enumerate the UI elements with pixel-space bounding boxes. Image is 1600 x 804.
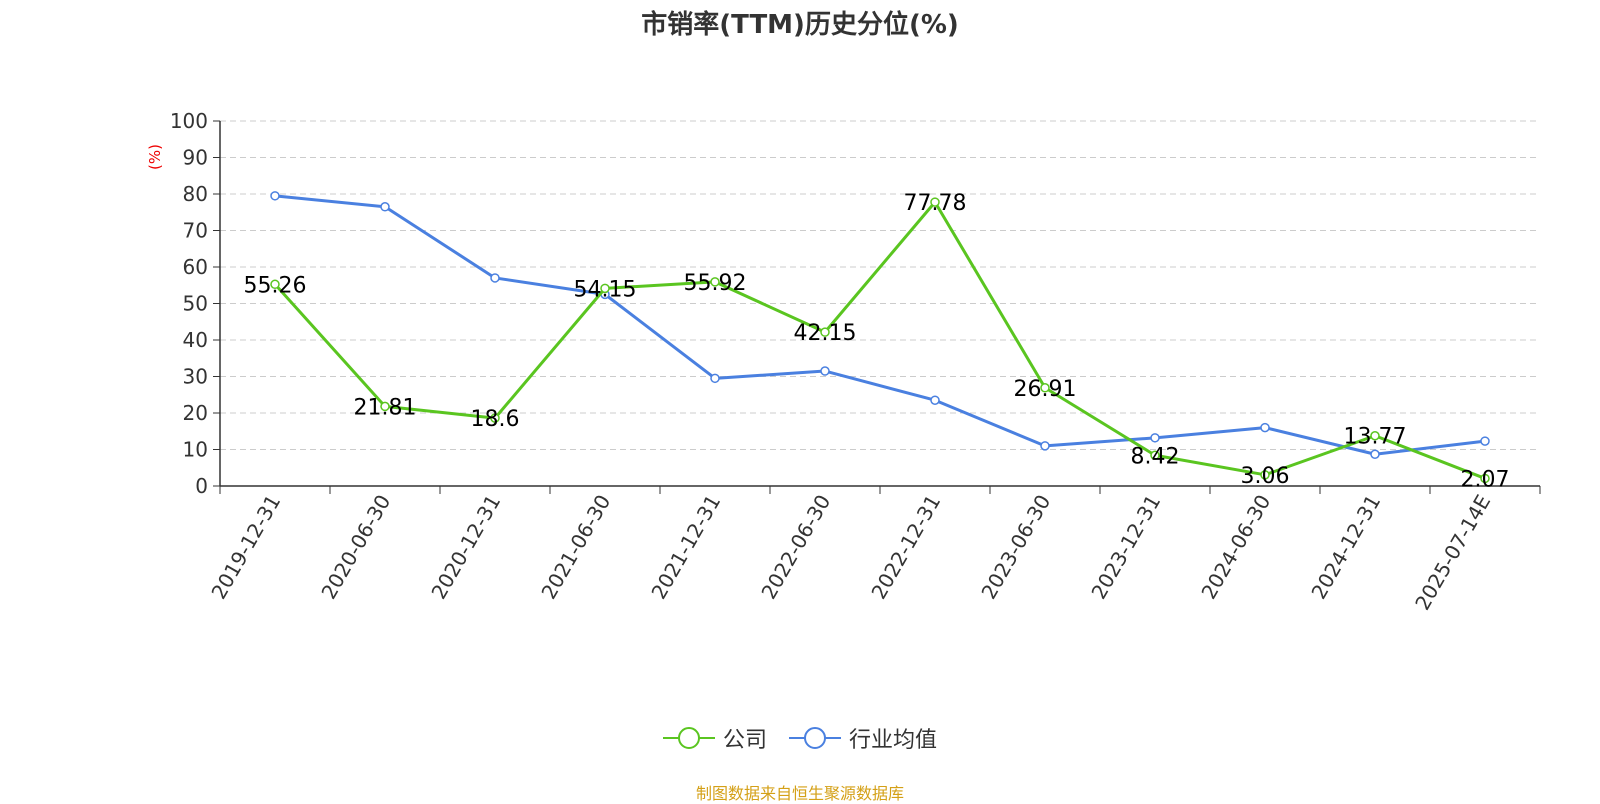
data-label: 13.77 — [1344, 425, 1407, 450]
legend: 公司 行业均值 — [0, 722, 1600, 754]
data-label: 21.81 — [354, 395, 417, 420]
data-point-company — [930, 197, 940, 207]
data-point-company — [1040, 383, 1050, 393]
data-label: 18.6 — [471, 407, 520, 432]
tick-labels: 0 10 20 30 40 50 60 70 80 90 100 2019-12-31 2020-06-… — [170, 109, 1496, 614]
legend-item-company[interactable]: 公司 — [662, 722, 767, 754]
y-tick-label: 0 — [195, 474, 208, 498]
x-tick-label: 2021-06-30 — [536, 491, 615, 604]
y-tick-label: 60 — [183, 255, 208, 279]
x-tick-label: 2020-06-30 — [316, 491, 395, 604]
legend-label-industry: 行业均值 — [849, 728, 938, 753]
y-tick-label: 50 — [183, 292, 208, 316]
data-point-company — [820, 327, 830, 337]
legend-label-company: 公司 — [722, 728, 767, 753]
y-tick-label: 10 — [183, 438, 208, 462]
data-point-industry — [1260, 422, 1270, 433]
data-label: 26.91 — [1014, 377, 1077, 402]
data-label: 8.42 — [1131, 444, 1180, 469]
y-axis-label: (%) — [146, 144, 164, 170]
data-point-industry — [1150, 433, 1160, 443]
series-lines — [270, 191, 1490, 484]
series-line-industry — [274, 194, 1486, 456]
data-point-company — [600, 283, 610, 294]
axes — [213, 120, 1541, 494]
y-tick-label: 20 — [183, 401, 208, 425]
x-tick-label: 2024-06-30 — [1196, 491, 1275, 604]
x-tick-label: 2025-07-14E — [1410, 491, 1495, 615]
chart-title: 市销率(TTM)历史分位(%) — [641, 10, 959, 40]
data-point-industry — [930, 395, 940, 405]
data-point-industry — [270, 191, 280, 201]
grid-lines — [220, 120, 1540, 450]
data-labels: 55.26 21.81 18.6 54.15 55.92 42.15 77.78 26.91 8… — [244, 191, 1510, 492]
data-point-company — [1150, 450, 1160, 461]
y-tick-label: 100 — [170, 109, 208, 133]
data-label: 77.78 — [904, 191, 967, 216]
x-tick-label: 2021-12-31 — [646, 491, 725, 604]
data-point-company — [270, 279, 280, 290]
data-label: 3.06 — [1241, 464, 1290, 489]
x-tick-label: 2022-12-31 — [866, 491, 945, 604]
data-point-company — [1370, 430, 1380, 441]
data-point-company — [380, 401, 390, 412]
y-tick-label: 90 — [183, 146, 208, 170]
data-point-industry — [1480, 436, 1490, 446]
x-tick-label: 2020-12-31 — [426, 491, 505, 604]
data-point-industry — [1370, 449, 1380, 459]
x-tick-label: 2024-12-31 — [1306, 491, 1385, 604]
data-label: 55.26 — [244, 273, 307, 298]
data-label: 54.15 — [574, 277, 637, 302]
data-point-company — [1260, 470, 1270, 480]
data-label: 55.92 — [684, 271, 747, 296]
data-label: 42.15 — [794, 321, 857, 346]
data-point-company — [1480, 473, 1490, 484]
legend-item-industry[interactable]: 行业均值 — [789, 722, 937, 754]
x-tick-label: 2022-06-30 — [756, 491, 835, 604]
data-point-industry — [380, 202, 390, 212]
y-tick-label: 70 — [183, 219, 208, 243]
data-point-company — [710, 277, 720, 287]
x-tick-label: 2023-06-30 — [976, 491, 1055, 604]
data-point-industry — [820, 366, 830, 376]
data-point-industry — [490, 273, 500, 283]
data-point-company — [490, 413, 500, 423]
y-tick-label: 80 — [183, 182, 208, 206]
data-label: 2.07 — [1461, 467, 1510, 492]
y-tick-label: 30 — [183, 365, 208, 389]
legend-company-icon — [662, 727, 715, 749]
legend-industry-icon — [789, 727, 841, 749]
source-note: 制图数据来自恒生聚源数据库 — [695, 784, 904, 803]
data-point-industry — [710, 373, 720, 384]
series-line-company — [273, 200, 1486, 480]
x-tick-label: 2019-12-31 — [206, 491, 285, 604]
x-tick-label: 2023-12-31 — [1086, 491, 1165, 604]
y-tick-label: 40 — [183, 328, 208, 352]
data-point-industry — [1040, 441, 1050, 451]
